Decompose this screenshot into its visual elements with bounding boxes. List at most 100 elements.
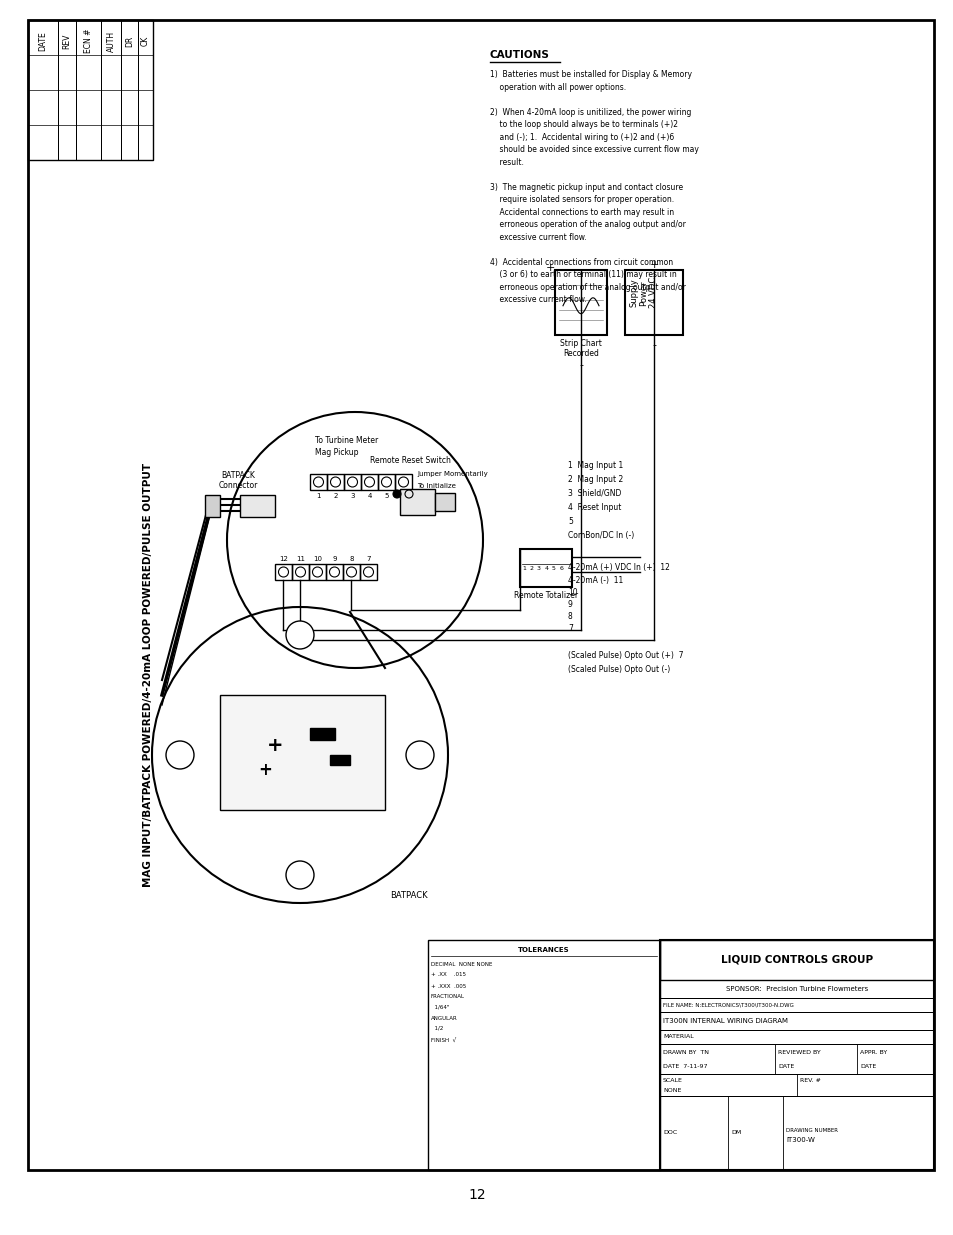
Circle shape bbox=[313, 567, 322, 577]
Text: CAUTIONS: CAUTIONS bbox=[490, 49, 549, 61]
Text: +: + bbox=[545, 263, 554, 273]
Text: TOLERANCES: TOLERANCES bbox=[517, 947, 569, 953]
Text: ComBon/DC In (-): ComBon/DC In (-) bbox=[567, 531, 634, 540]
Text: 3)  The magnetic pickup input and contact closure: 3) The magnetic pickup input and contact… bbox=[490, 183, 682, 191]
Text: DATE: DATE bbox=[38, 31, 48, 51]
Text: Mag Pickup: Mag Pickup bbox=[314, 447, 358, 457]
Bar bbox=[274, 564, 292, 580]
Bar bbox=[76, 20, 101, 161]
Text: MATERIAL: MATERIAL bbox=[662, 1035, 693, 1040]
Bar bbox=[121, 20, 138, 161]
Text: MAG INPUT/BATPACK POWERED/4-20mA LOOP POWERED/PULSE OUTPUT: MAG INPUT/BATPACK POWERED/4-20mA LOOP PO… bbox=[143, 463, 152, 887]
Text: +: + bbox=[267, 736, 283, 755]
Text: DRAWN BY  TN: DRAWN BY TN bbox=[662, 1050, 708, 1055]
Text: 2: 2 bbox=[529, 566, 533, 571]
Bar bbox=[359, 564, 376, 580]
Text: + .XXX  .005: + .XXX .005 bbox=[431, 983, 466, 988]
Text: 5: 5 bbox=[567, 516, 572, 526]
Bar bbox=[659, 1030, 933, 1044]
Text: BATPACK: BATPACK bbox=[390, 890, 427, 899]
Text: FRACTIONAL: FRACTIONAL bbox=[431, 994, 464, 999]
Bar bbox=[28, 20, 152, 161]
Text: FILE NAME: N:ELECTRONICS\T300\IT300-N.DWG: FILE NAME: N:ELECTRONICS\T300\IT300-N.DW… bbox=[662, 1003, 793, 1008]
Text: LIQUID CONTROLS GROUP: LIQUID CONTROLS GROUP bbox=[720, 955, 872, 965]
Text: Remote Totalizer: Remote Totalizer bbox=[514, 590, 578, 599]
Text: 3  Shield/GND: 3 Shield/GND bbox=[567, 489, 620, 498]
Bar bbox=[330, 755, 350, 764]
Text: REV: REV bbox=[63, 33, 71, 48]
Text: DATE: DATE bbox=[778, 1063, 794, 1068]
Text: Connector: Connector bbox=[218, 480, 257, 489]
Text: -: - bbox=[578, 359, 582, 370]
Circle shape bbox=[330, 477, 340, 487]
Text: require isolated sensors for proper operation.: require isolated sensors for proper oper… bbox=[490, 195, 674, 204]
Bar bbox=[659, 940, 933, 1170]
Bar bbox=[326, 564, 343, 580]
Text: 3: 3 bbox=[537, 566, 540, 571]
Text: 10: 10 bbox=[567, 588, 577, 597]
Text: CK: CK bbox=[141, 36, 150, 46]
Circle shape bbox=[406, 741, 434, 769]
Text: 1: 1 bbox=[521, 566, 525, 571]
Text: AUTH: AUTH bbox=[107, 31, 115, 52]
Bar bbox=[659, 1095, 933, 1170]
Text: 4-20mA (-)  11: 4-20mA (-) 11 bbox=[567, 576, 622, 584]
Text: 6: 6 bbox=[401, 493, 405, 499]
Text: and (-); 1.  Accidental wiring to (+)2 and (+)6: and (-); 1. Accidental wiring to (+)2 an… bbox=[490, 132, 674, 142]
Circle shape bbox=[295, 567, 305, 577]
Bar bbox=[240, 495, 274, 517]
Bar bbox=[205, 495, 220, 517]
Bar bbox=[58, 20, 76, 161]
Bar bbox=[555, 270, 606, 335]
Circle shape bbox=[347, 477, 357, 487]
Text: 1  Mag Input 1: 1 Mag Input 1 bbox=[567, 461, 622, 469]
Text: 9: 9 bbox=[567, 599, 572, 609]
Text: DATE: DATE bbox=[860, 1063, 876, 1068]
Text: Remote Reset Switch: Remote Reset Switch bbox=[370, 456, 451, 464]
Text: IT300N INTERNAL WIRING DIAGRAM: IT300N INTERNAL WIRING DIAGRAM bbox=[662, 1018, 787, 1024]
Bar bbox=[377, 474, 395, 490]
Text: BATPACK: BATPACK bbox=[221, 471, 254, 479]
Bar bbox=[435, 493, 455, 511]
Bar bbox=[310, 474, 327, 490]
Text: 9: 9 bbox=[332, 556, 336, 562]
Text: 1)  Batteries must be installed for Display & Memory: 1) Batteries must be installed for Displ… bbox=[490, 70, 691, 79]
Circle shape bbox=[346, 567, 356, 577]
Text: ECN #: ECN # bbox=[84, 28, 92, 53]
Text: DATE  7-11-97: DATE 7-11-97 bbox=[662, 1063, 707, 1068]
Text: Accidental connections to earth may result in: Accidental connections to earth may resu… bbox=[490, 207, 674, 216]
Text: 5: 5 bbox=[552, 566, 556, 571]
Text: Power: Power bbox=[639, 280, 648, 305]
Bar bbox=[28, 20, 58, 161]
Text: DRAWING NUMBER: DRAWING NUMBER bbox=[785, 1128, 838, 1132]
Text: 24 VDC: 24 VDC bbox=[649, 277, 658, 309]
Circle shape bbox=[363, 567, 374, 577]
Bar bbox=[659, 998, 933, 1011]
Bar bbox=[659, 1074, 933, 1095]
Text: REV. #: REV. # bbox=[800, 1078, 820, 1083]
Text: DR: DR bbox=[125, 36, 133, 47]
Bar bbox=[428, 940, 659, 1170]
Bar bbox=[659, 981, 933, 998]
Text: +: + bbox=[258, 761, 272, 779]
Circle shape bbox=[286, 861, 314, 889]
Text: 10: 10 bbox=[313, 556, 322, 562]
Text: 8: 8 bbox=[349, 556, 354, 562]
Bar bbox=[519, 550, 572, 587]
Text: 3: 3 bbox=[350, 493, 355, 499]
Bar bbox=[292, 564, 309, 580]
Circle shape bbox=[393, 490, 400, 498]
Text: 4-20mA (+) VDC In (+)  12: 4-20mA (+) VDC In (+) 12 bbox=[567, 562, 669, 572]
Text: 7: 7 bbox=[366, 556, 371, 562]
Circle shape bbox=[278, 567, 288, 577]
Text: 7: 7 bbox=[567, 624, 572, 632]
Text: APPR. BY: APPR. BY bbox=[860, 1050, 886, 1055]
Text: ANGULAR: ANGULAR bbox=[431, 1015, 457, 1020]
Text: 1/64": 1/64" bbox=[431, 1004, 449, 1009]
Text: 12: 12 bbox=[279, 556, 288, 562]
Text: 2  Mag Input 2: 2 Mag Input 2 bbox=[567, 474, 622, 483]
Circle shape bbox=[314, 477, 323, 487]
Circle shape bbox=[329, 567, 339, 577]
Text: erroneous operation of the analog output and/or: erroneous operation of the analog output… bbox=[490, 283, 685, 291]
Bar bbox=[101, 20, 121, 161]
